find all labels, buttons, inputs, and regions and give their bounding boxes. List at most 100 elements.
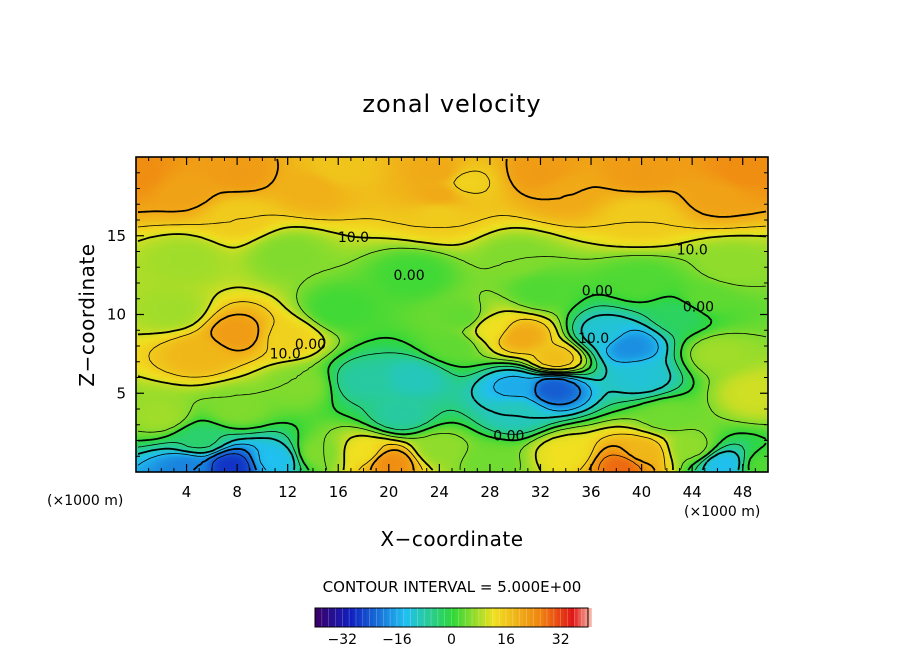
contour-line [137, 247, 767, 471]
colorbar-swatch [567, 608, 572, 627]
colorbar-swatch [349, 608, 353, 627]
x-tick-label: 32 [531, 483, 550, 501]
colorbar-swatch [475, 608, 480, 627]
contour-line [137, 329, 659, 471]
colorbar-swatch [321, 608, 326, 627]
colorbar-swatch [581, 608, 585, 627]
colorbar-swatch [461, 608, 466, 627]
colorbar-swatch [325, 608, 329, 627]
colorbar-tick-label: 0 [447, 632, 456, 648]
colorbar-swatch [407, 608, 411, 627]
contour-label: 0.00 [582, 284, 613, 300]
contour-label: 10.0 [338, 230, 369, 246]
colorbar-swatch [495, 608, 500, 627]
colorbar-swatch [502, 608, 507, 627]
colorbar-swatch [485, 608, 490, 627]
contour-line [597, 454, 642, 471]
colorbar-swatch [315, 608, 319, 627]
colorbar-swatch [366, 608, 370, 627]
colorbar-swatch [570, 608, 575, 627]
colorbar-swatch [403, 608, 408, 627]
colorbar-swatch [489, 608, 493, 627]
colorbar-swatch [431, 608, 435, 627]
colorbar-swatch [550, 608, 555, 627]
x-tick-label: 24 [430, 483, 449, 501]
colorbar-swatch [420, 608, 425, 627]
colorbar-swatch [400, 608, 405, 627]
contour-label: 0.00 [683, 299, 714, 315]
x-axis-ticks: 4 8 12 16 20 24 28 32 36 40 44 48 [148, 157, 756, 501]
colorbar-swatch [376, 608, 381, 627]
x-tick-label: 20 [379, 483, 398, 501]
colorbar-swatch [540, 608, 544, 627]
colorbar-swatch [386, 608, 391, 627]
colorbar-swatch [536, 608, 541, 627]
y-tick-label: 10 [107, 306, 126, 324]
chart-title: zonal velocity [362, 90, 541, 118]
colorbar-swatch [335, 608, 340, 627]
colorbar-ticks: −32 −16 0 16 32 [328, 632, 570, 648]
colorbar-swatch [379, 608, 384, 627]
colorbar-swatch [471, 608, 476, 627]
colorbar-swatch [547, 608, 551, 627]
colorbar-swatch [588, 608, 592, 627]
colorbar-swatch [332, 608, 336, 627]
colorbar-swatch [526, 608, 531, 627]
colorbar-swatch [458, 608, 463, 627]
contour-label: 10.0 [677, 243, 708, 259]
colorbar-swatch [553, 608, 558, 627]
colorbar-swatch [509, 608, 514, 627]
colorbar-swatch [369, 608, 374, 627]
colorbar-swatch [355, 608, 360, 627]
contour-label: 0.00 [393, 268, 424, 284]
colorbar-swatch [492, 608, 497, 627]
x-axis-label: X−coordinate [380, 527, 523, 551]
colorbar-swatch [516, 608, 521, 627]
x-tick-label: 12 [278, 483, 297, 501]
colorbar-swatch [424, 608, 428, 627]
colorbar-swatch [448, 608, 452, 627]
colorbar-swatch [564, 608, 568, 627]
colorbar-swatch [454, 608, 459, 627]
colorbar-swatch [478, 608, 483, 627]
colorbar-swatch [352, 608, 357, 627]
colorbar-swatch [584, 608, 589, 627]
colorbar-swatch [543, 608, 548, 627]
colorbar-swatch [557, 608, 561, 627]
x-tick-label: 4 [182, 483, 192, 501]
colorbar-swatch [338, 608, 343, 627]
colorbar: −32 −16 0 16 32 [314, 607, 592, 648]
colorbar-swatch [345, 608, 350, 627]
contour-label: 10.0 [578, 331, 609, 347]
colorbar-stripes [314, 607, 592, 628]
colorbar-swatch [359, 608, 364, 627]
colorbar-swatch [512, 608, 517, 627]
colorbar-tick-label: 16 [497, 632, 515, 648]
colorbar-swatch [362, 608, 367, 627]
colorbar-swatch [434, 608, 439, 627]
colorbar-frame [314, 607, 589, 628]
colorbar-swatch [383, 608, 387, 627]
colorbar-swatch [396, 608, 401, 627]
colorbar-swatch [417, 608, 422, 627]
y-axis-label: Z−coordinate [75, 243, 99, 386]
colorbar-swatch [499, 608, 503, 627]
y-tick-label: 15 [107, 227, 126, 245]
velocity-field-heatmap [136, 157, 768, 472]
contour-lines [137, 158, 767, 471]
colorbar-swatch [482, 608, 486, 627]
contour-line [137, 313, 741, 471]
x-tick-label: 48 [733, 483, 752, 501]
x-tick-label: 16 [329, 483, 348, 501]
colorbar-swatch [519, 608, 524, 627]
y-tick-label: 5 [116, 384, 126, 402]
contour-line [137, 158, 767, 471]
colorbar-tick-label: −16 [382, 632, 412, 648]
colorbar-swatch [523, 608, 527, 627]
x-tick-label: 36 [581, 483, 600, 501]
contour-label: 0.00 [493, 429, 524, 445]
colorbar-tick-label: −32 [328, 632, 358, 648]
x-unit-right: (×1000 m) [684, 504, 760, 520]
colorbar-tick-label: 32 [552, 632, 570, 648]
